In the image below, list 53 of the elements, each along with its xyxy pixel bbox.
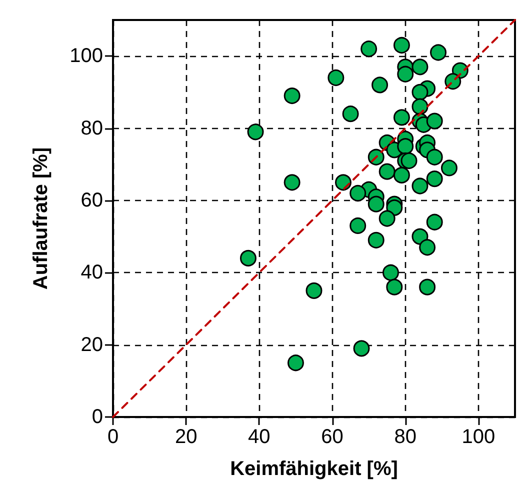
y-tick-label: 40 [80,262,103,284]
point [350,184,366,202]
point [430,44,447,61]
point [372,76,388,94]
y-tick-label: 100 [70,45,103,68]
x-tick-label: 100 [462,426,496,448]
y-tick-label: 20 [80,334,103,356]
point [412,58,428,76]
x-tick-label: 40 [248,426,270,448]
x-tick-label: 80 [394,426,416,448]
point [426,112,443,130]
point [342,106,359,122]
point [328,70,344,86]
point [284,174,300,191]
point [368,196,384,212]
x-tick-label: 20 [174,426,198,448]
point [397,138,414,155]
point [440,160,458,176]
point [350,217,366,234]
point [426,170,443,188]
point [426,214,443,230]
point [393,109,410,126]
point [360,40,378,58]
x-tick-label: 60 [321,426,344,448]
y-axis-title: Auflaufrate [%] [30,147,52,290]
point [353,340,370,357]
point [378,210,396,227]
point [240,250,256,266]
point [306,282,322,299]
point [382,264,399,281]
point [397,66,414,82]
y-tick-label: 0 [92,406,103,428]
point [419,278,436,296]
point [393,37,410,54]
point [378,163,396,180]
point [284,88,300,104]
point [393,166,410,184]
point [412,98,428,115]
point [287,354,304,372]
point [247,124,264,140]
point [400,152,418,169]
point [412,178,428,194]
x-tick-label: 0 [107,426,119,448]
point [426,148,443,166]
point [419,239,436,256]
point [368,232,384,248]
y-tick-label: 80 [80,117,103,140]
x-axis-title: Keimfähigkeit [%] [230,458,398,480]
y-tick-label: 60 [80,189,103,212]
point [335,174,352,191]
point [386,278,403,296]
point [412,84,428,100]
point [386,199,403,216]
